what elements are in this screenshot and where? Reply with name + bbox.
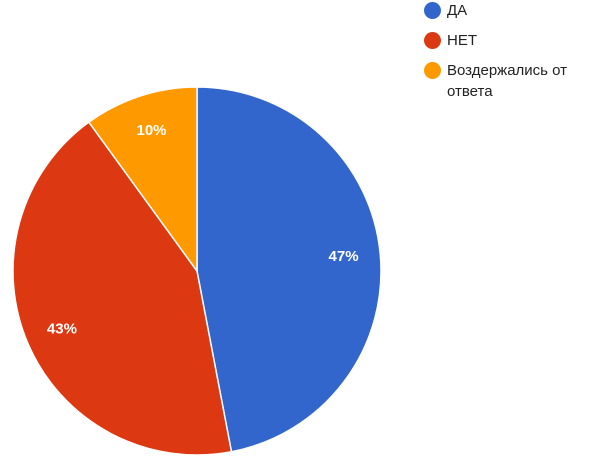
legend-item: НЕТ bbox=[422, 30, 606, 51]
pie-slice bbox=[12, 121, 233, 456]
legend-item: ДА bbox=[422, 0, 606, 21]
legend: ДА НЕТ Воздержались от ответа bbox=[422, 0, 606, 111]
legend-item: Воздержались от ответа bbox=[422, 60, 606, 102]
legend-label: Воздержались от ответа bbox=[447, 62, 568, 100]
pie-slice bbox=[196, 86, 382, 453]
legend-swatch bbox=[424, 32, 441, 49]
legend-label: НЕТ bbox=[447, 32, 477, 49]
legend-swatch bbox=[424, 2, 441, 19]
legend-label: ДА bbox=[447, 2, 468, 19]
data-label: 47% bbox=[329, 248, 359, 265]
pie-slice bbox=[87, 86, 198, 274]
legend-swatch bbox=[424, 62, 441, 79]
data-label: 10% bbox=[136, 122, 166, 139]
data-label: 43% bbox=[47, 320, 77, 337]
